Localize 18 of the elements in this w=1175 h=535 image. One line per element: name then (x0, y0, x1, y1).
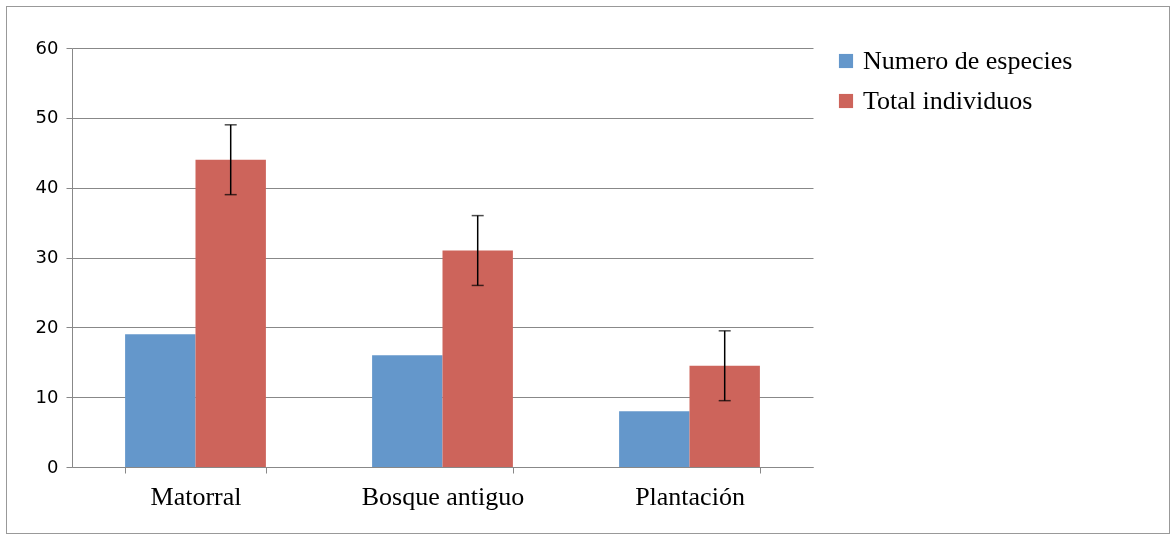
y-tick-label: 40 (35, 176, 59, 198)
bar (689, 365, 760, 467)
y-tick-label: 30 (35, 246, 59, 267)
y-tick-label: 50 (35, 106, 59, 128)
y-tick-label: 60 (35, 36, 59, 58)
x-tick-label: Bosque antiguo (361, 481, 525, 511)
y-tick-label: 20 (35, 315, 59, 337)
bar (125, 334, 196, 467)
x-tick-label: Plantación (635, 481, 745, 511)
y-tick-label: 0 (47, 455, 59, 477)
bar (372, 355, 443, 467)
y-tick-label: 10 (35, 385, 59, 407)
bar (619, 411, 690, 467)
bar (195, 159, 266, 467)
legend-label: Total individuos (863, 86, 1033, 115)
legend-label: Numero de especies (863, 46, 1073, 75)
bar (442, 250, 513, 467)
x-tick-label: Matorral (150, 481, 242, 511)
